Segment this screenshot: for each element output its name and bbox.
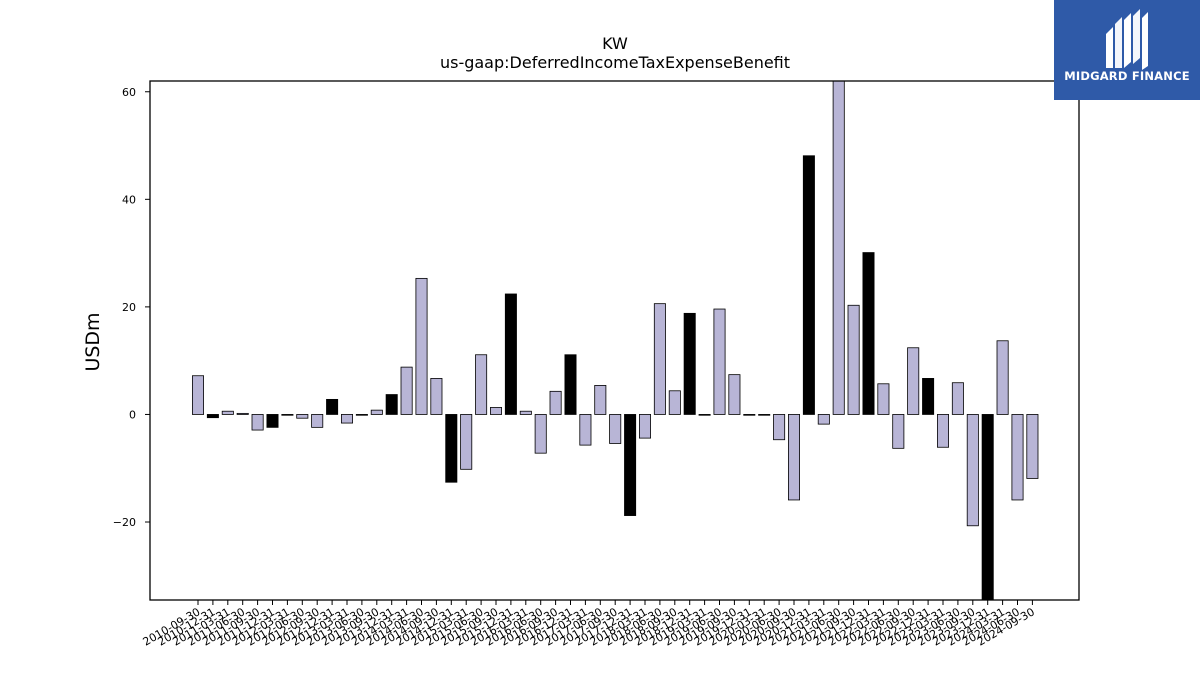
bar-2021-12-31 <box>862 252 875 415</box>
bar-2010-12-31 <box>206 414 219 419</box>
y-tick-label: 40 <box>122 193 136 206</box>
y-tick-label: 20 <box>122 301 136 314</box>
bar-2018-03-31 <box>639 414 652 439</box>
bar-2018-09-30 <box>668 390 681 415</box>
bar-2019-03-31 <box>698 414 711 416</box>
logo-text: MIDGARD FINANCE <box>1064 69 1190 83</box>
y-axis-label: USDm <box>82 312 104 371</box>
bar-2018-06-30 <box>653 303 666 415</box>
bar-2022-03-31 <box>877 383 890 415</box>
bar-2019-06-30 <box>713 308 726 415</box>
bar-2013-12-31 <box>385 394 398 415</box>
bar-2016-09-30 <box>549 390 562 415</box>
bar-2013-09-30 <box>370 409 383 415</box>
y-tick-label: −20 <box>113 516 136 529</box>
bar-2017-03-31 <box>579 414 592 446</box>
bar-2014-03-31 <box>400 366 413 415</box>
bar-2016-06-30 <box>534 414 547 454</box>
bar-2019-09-30 <box>728 374 741 415</box>
plot-frame <box>149 80 1080 601</box>
bar-2014-06-30 <box>415 277 428 415</box>
y-axis-ticks: −20 0 20 40 60 <box>113 86 150 529</box>
bar-2015-06-30 <box>475 354 488 415</box>
bar-2011-09-30 <box>251 414 264 431</box>
bar-2012-03-31 <box>281 414 294 416</box>
y-tick-label: 0 <box>129 408 136 421</box>
bars-group <box>191 80 1039 601</box>
bar-2020-03-31 <box>758 414 771 416</box>
bar-2024-06-30 <box>1011 414 1024 501</box>
bar-2023-03-31 <box>937 414 950 448</box>
logo-mark-icon <box>1106 9 1148 70</box>
bar-2020-06-30 <box>773 414 786 441</box>
bar-2021-09-30 <box>847 304 860 415</box>
bar-2017-06-30 <box>594 385 607 415</box>
bar-2011-12-31 <box>266 414 279 428</box>
bar-2019-12-31 <box>743 414 756 416</box>
bar-2018-12-31 <box>683 312 696 415</box>
bar-2011-03-31 <box>221 410 234 415</box>
bar-2014-09-30 <box>430 378 443 415</box>
bar-2017-12-31 <box>624 414 637 516</box>
bar-2023-12-31 <box>981 414 994 601</box>
bar-2023-09-30 <box>966 414 979 527</box>
bar-2022-09-30 <box>907 347 920 415</box>
bar-2016-03-31 <box>519 410 532 415</box>
bar-2014-12-31 <box>445 414 458 483</box>
chart-subtitle: us-gaap:DeferredIncomeTaxExpenseBenefit <box>440 53 790 72</box>
bar-2021-03-31 <box>817 414 830 425</box>
bar-2010-09-30 <box>191 375 204 415</box>
bar-2016-12-31 <box>564 354 577 415</box>
bar-2015-12-31 <box>504 293 517 415</box>
bar-2015-03-31 <box>460 414 473 470</box>
bar-2013-03-31 <box>340 414 353 424</box>
bar-2013-06-30 <box>355 414 368 416</box>
bar-2022-06-30 <box>892 414 905 449</box>
bar-2024-03-31 <box>996 340 1009 415</box>
bar-2011-06-30 <box>236 412 249 415</box>
bar-2023-06-30 <box>951 382 964 415</box>
bar-2012-12-31 <box>326 398 339 415</box>
bar-2021-06-30 <box>832 80 845 415</box>
bar-2012-09-30 <box>311 414 324 428</box>
bar-2015-09-30 <box>489 407 502 415</box>
midgard-finance-logo: MIDGARD FINANCE <box>1054 0 1200 100</box>
bar-2022-12-31 <box>922 378 935 415</box>
bar-2024-09-30 <box>1026 414 1039 479</box>
bar-2020-12-31 <box>802 155 815 415</box>
bar-2012-06-30 <box>296 414 309 419</box>
x-axis-ticks: 2010-09-302010-12-312011-03-312011-06-30… <box>141 600 1037 649</box>
chart-title: KW <box>602 34 628 53</box>
bar-2017-09-30 <box>609 414 622 444</box>
bar-2020-09-30 <box>788 414 801 501</box>
y-tick-label: 60 <box>122 86 136 99</box>
